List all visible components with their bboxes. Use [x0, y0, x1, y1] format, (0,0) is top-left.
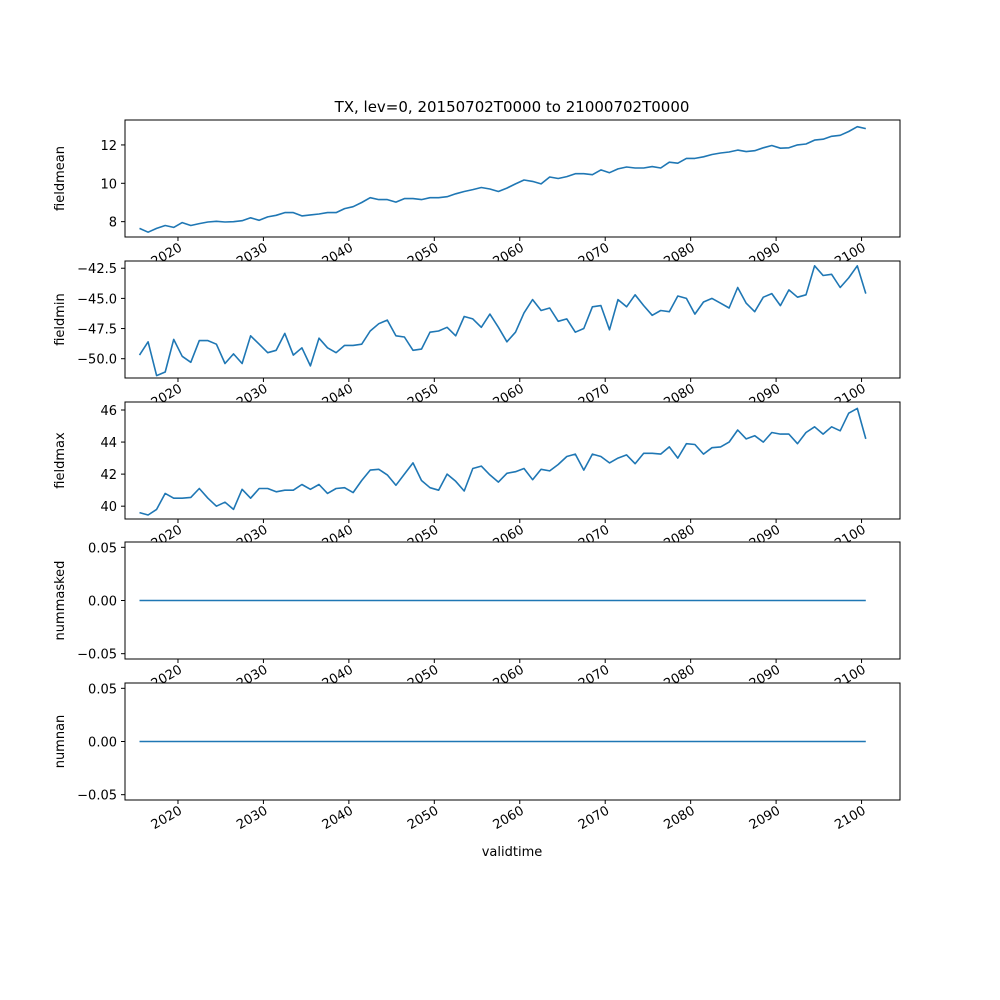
nummasked-y-tick-label: 0.00 — [88, 595, 117, 610]
numnan-x-tick-label: 2020 — [149, 803, 185, 833]
numnan-y-axis-label: numnan — [53, 715, 68, 769]
fieldmean-axes-frame — [124, 119, 901, 238]
numnan-x-tick-label: 2100 — [832, 803, 868, 833]
numnan-axes-frame-top — [124, 682, 901, 801]
fieldmean-y-tick-label: 8 — [109, 216, 117, 231]
nummasked-y-axis-label: nummasked — [53, 561, 68, 641]
numnan-x-tick-label: 2060 — [491, 803, 527, 833]
fieldmean-overlap-mask — [126, 261, 900, 378]
fieldmin-axes-frame-top — [124, 260, 901, 379]
numnan-y-tick-label: 0.05 — [88, 682, 117, 697]
fieldmean-axes-frame-top — [124, 119, 901, 238]
chart-title: TX, lev=0, 20150702T0000 to 21000702T000… — [334, 98, 690, 116]
numnan-y-tick-label: −0.05 — [77, 789, 117, 804]
numnan-y-tick-label: 0.00 — [88, 736, 117, 751]
nummasked-y-tick-label: −0.05 — [77, 648, 117, 663]
nummasked-y-tick-label: 0.05 — [88, 541, 117, 556]
fieldmax-y-tick-label: 42 — [100, 468, 117, 483]
numnan-x-tick-label: 2030 — [234, 803, 270, 833]
numnan-x-tick-label: 2070 — [576, 803, 612, 833]
fieldmean-y-tick-label: 10 — [100, 177, 117, 192]
fieldmean-y-axis-label: fieldmean — [53, 146, 68, 211]
fieldmin-y-tick-label: −42.5 — [77, 262, 117, 277]
fieldmin-y-tick-label: −47.5 — [77, 323, 117, 338]
fieldmax-series-line — [139, 407, 867, 516]
fieldmin-y-axis-label: fieldmin — [53, 293, 68, 346]
numnan-x-tick-label: 2040 — [320, 803, 356, 833]
x-axis-label: validtime — [482, 845, 543, 860]
numnan-x-tick-label: 2080 — [661, 803, 697, 833]
fieldmax-y-tick-label: 44 — [100, 436, 117, 451]
fieldmean-y-tick-label: 12 — [100, 139, 117, 154]
fieldmax-y-tick-label: 40 — [100, 500, 117, 515]
fieldmax-y-tick-label: 46 — [100, 404, 117, 419]
fieldmin-y-tick-label: −45.0 — [77, 292, 117, 307]
fieldmin-overlap-mask — [126, 402, 900, 519]
fieldmax-y-axis-label: fieldmax — [53, 432, 68, 489]
nummasked-axes-frame-top — [124, 541, 901, 660]
fieldmax-axes-frame-top — [124, 401, 901, 520]
fieldmean-series-line — [139, 125, 866, 233]
numnan-x-tick-label: 2090 — [747, 803, 783, 833]
fieldmin-y-tick-label: −50.0 — [77, 353, 117, 368]
fieldmin-series-line — [138, 264, 867, 377]
numnan-x-tick-label: 2050 — [405, 803, 441, 833]
